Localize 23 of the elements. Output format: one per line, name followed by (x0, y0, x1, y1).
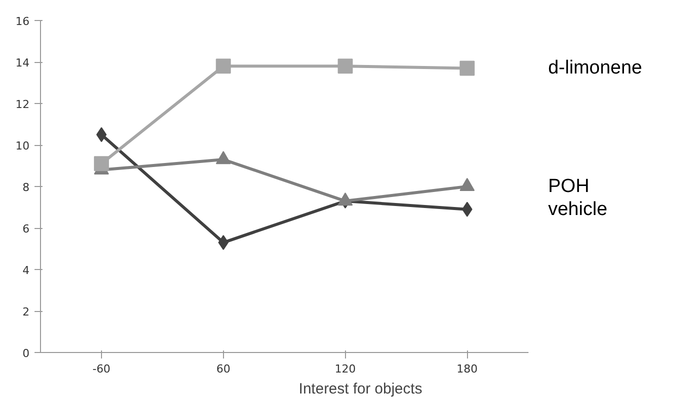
y-tick-label: 0 (22, 347, 30, 360)
y-tick-label: 4 (22, 264, 30, 277)
point (460, 60, 475, 76)
text: POH (548, 176, 590, 197)
y-tick-label: 16 (16, 15, 30, 28)
x-tick-label: 60 (216, 362, 230, 376)
y-tick-label: 8 (22, 181, 30, 194)
text: vehicle (548, 198, 608, 220)
x-tick-label: 120 (334, 362, 356, 376)
point (94, 156, 109, 172)
text: d-limonene (548, 58, 642, 79)
y-tick-label: 14 (16, 56, 30, 70)
point (218, 235, 229, 250)
x-axis-title: Interest for objects (298, 380, 422, 398)
x-tick-label: -60 (92, 362, 110, 376)
y-tick-label: 6 (22, 222, 30, 236)
y-tick-label: 12 (16, 98, 30, 111)
point (338, 58, 353, 74)
x-tick-label: 180 (456, 362, 478, 376)
y-tick-label: 2 (22, 306, 30, 318)
point (216, 58, 231, 74)
point (96, 127, 107, 142)
y-tick-label: 10 (16, 140, 30, 152)
